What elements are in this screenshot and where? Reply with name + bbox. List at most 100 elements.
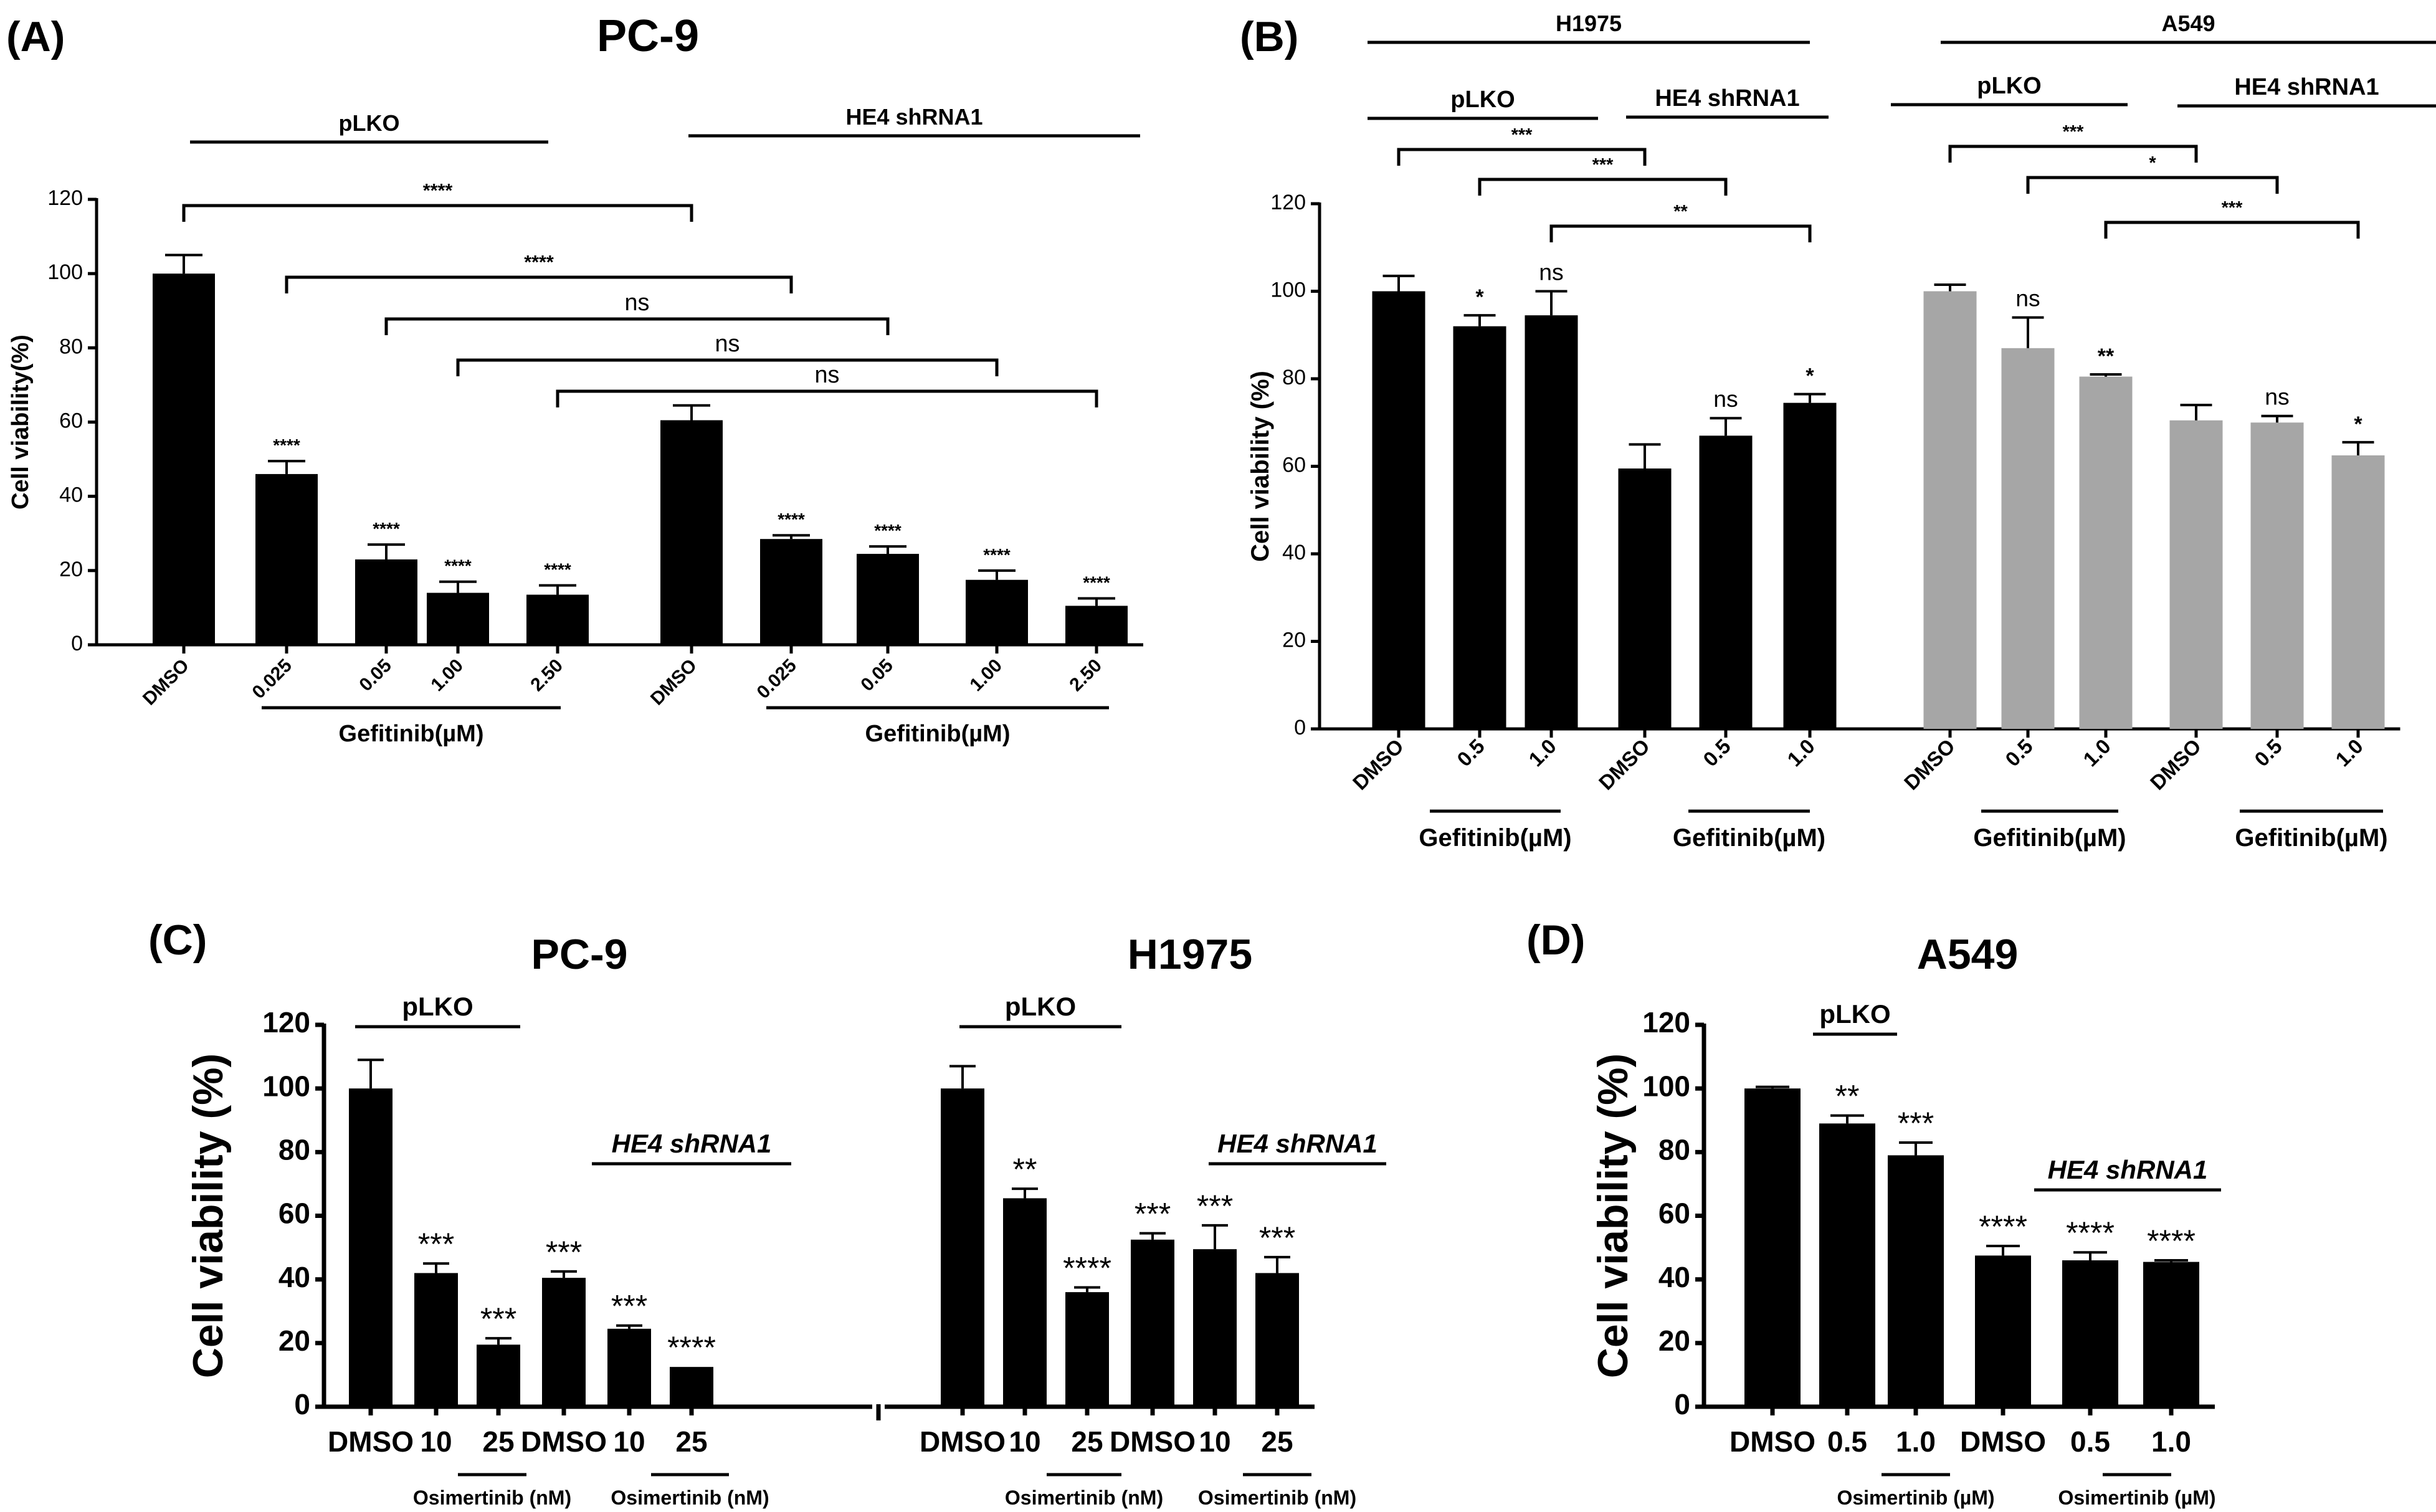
group-label: HE4 shRNA1	[2234, 74, 2379, 100]
group-label: Osimertinib (µM)	[2058, 1486, 2215, 1509]
bar	[1618, 468, 1672, 729]
bar	[526, 594, 589, 645]
x-tick-label: 10	[1199, 1425, 1230, 1458]
comparison-bracket	[285, 275, 793, 293]
y-tick-label: 100	[262, 1070, 310, 1102]
x-tick-label: 0.05	[355, 655, 396, 696]
significance-label: ****	[2147, 1224, 2196, 1258]
bar	[1193, 1249, 1237, 1407]
significance-label: ***	[480, 1301, 516, 1336]
bar	[1453, 326, 1506, 729]
y-tick-label: 80	[1658, 1133, 1690, 1166]
significance-label: ****	[373, 519, 400, 538]
x-tick-label: DMSO	[1960, 1425, 2046, 1458]
comparison-bracket	[1397, 148, 1647, 166]
group-label: Osimertinib (µM)	[1837, 1486, 1994, 1509]
x-tick-label: 1.0	[2078, 735, 2115, 771]
x-tick-label: DMSO	[1729, 1425, 1815, 1458]
bar	[1065, 1292, 1109, 1407]
y-tick-label: 100	[1642, 1070, 1690, 1102]
significance-label: ***	[546, 1235, 582, 1270]
bar	[414, 1273, 458, 1407]
x-tick-label: DMSO	[521, 1425, 607, 1458]
bar	[2062, 1260, 2118, 1407]
bracket-label: ns	[625, 290, 650, 316]
x-tick-label: 25	[675, 1425, 707, 1458]
bracket-label: ****	[423, 180, 453, 201]
group-label: pLKO	[402, 992, 473, 1021]
bracket-label: ns	[815, 362, 840, 388]
y-tick-label: 0	[1674, 1388, 1690, 1420]
comparison-bracket	[456, 358, 999, 376]
bar	[1819, 1123, 1875, 1407]
panel-a-title: PC-9	[597, 11, 699, 61]
x-tick-label: 2.50	[1065, 655, 1106, 696]
x-tick-label: 1.0	[2331, 735, 2367, 771]
significance-label: ****	[1063, 1250, 1111, 1285]
x-tick-label: DMSO	[1900, 735, 1959, 794]
significance-label: ****	[1979, 1209, 2027, 1244]
x-tick-label: 0.5	[2250, 735, 2286, 771]
comparison-bracket	[1948, 145, 2198, 163]
group-label: H1975	[1556, 11, 1622, 36]
significance-label: ****	[778, 510, 805, 529]
bracket-label: *	[2149, 153, 2156, 173]
bar	[2143, 1262, 2199, 1407]
x-tick-label: DMSO	[1594, 735, 1654, 794]
y-tick-label: 80	[1282, 366, 1306, 389]
group-label: Gefitinib(µM)	[1973, 824, 2126, 852]
bar	[2079, 376, 2133, 729]
x-tick-label: DMSO	[2146, 735, 2205, 794]
x-tick-label: 0.5	[2070, 1425, 2110, 1458]
significance-label: **	[1835, 1079, 1860, 1114]
significance-label: ns	[2015, 285, 2040, 311]
significance-label: *	[1475, 285, 1484, 309]
significance-label: *	[1806, 364, 1814, 388]
bracket-label: ****	[524, 252, 554, 273]
x-tick-label: 1.0	[2151, 1425, 2191, 1458]
bar	[255, 473, 318, 645]
x-tick-label: 10	[613, 1425, 645, 1458]
y-tick-label: 40	[1282, 541, 1306, 564]
x-tick-label: 25	[1261, 1425, 1293, 1458]
y-tick-label: 100	[1270, 278, 1306, 302]
panel-c-label: (C)	[148, 916, 207, 964]
significance-label: ***	[611, 1289, 647, 1324]
group-label: Gefitinib(µM)	[1419, 824, 1571, 852]
y-axis-label: Cell viability(%)	[7, 335, 34, 510]
y-tick-label: 60	[1282, 453, 1306, 477]
x-tick-label: 10	[420, 1425, 452, 1458]
group-label: HE4 shRNA1	[1217, 1129, 1377, 1158]
bar	[2250, 422, 2304, 729]
bar	[1065, 606, 1128, 645]
bar	[1372, 291, 1425, 729]
y-axis-label: Cell viability (%)	[184, 1053, 232, 1378]
group-label: Osimertinib (nM)	[1198, 1486, 1356, 1509]
x-tick-label: 10	[1009, 1425, 1040, 1458]
x-tick-label: 0.5	[1452, 735, 1489, 771]
significance-label: ns	[2265, 384, 2290, 410]
bar	[1783, 402, 1837, 729]
panel-b-chart: 0 20 40 60 80 100 120 Cell viability (%) DMSO * 0.…	[1247, 11, 2436, 852]
bar	[1744, 1088, 1801, 1407]
group-label: HE4 shRNA1	[612, 1129, 772, 1158]
significance-label: ****	[874, 521, 902, 540]
significance-label: ****	[2066, 1215, 2115, 1250]
x-tick-label: 0.025	[753, 655, 801, 703]
significance-label: ***	[1197, 1189, 1233, 1224]
comparison-bracket	[384, 317, 890, 335]
group-label: Osimertinib (nM)	[413, 1486, 571, 1509]
y-tick-label: 100	[47, 260, 83, 284]
comparison-bracket	[182, 204, 693, 222]
y-tick-label: 40	[59, 483, 83, 507]
x-tick-label: 1.0	[1782, 735, 1819, 771]
significance-label: ns	[1539, 259, 1564, 285]
y-tick-label: 60	[1658, 1197, 1690, 1230]
x-tick-label: DMSO	[1348, 735, 1408, 794]
y-tick-label: 80	[278, 1133, 310, 1166]
bar	[660, 420, 723, 645]
bar	[153, 273, 215, 645]
x-tick-label: 25	[1071, 1425, 1103, 1458]
bracket-label: ***	[1592, 155, 1614, 175]
